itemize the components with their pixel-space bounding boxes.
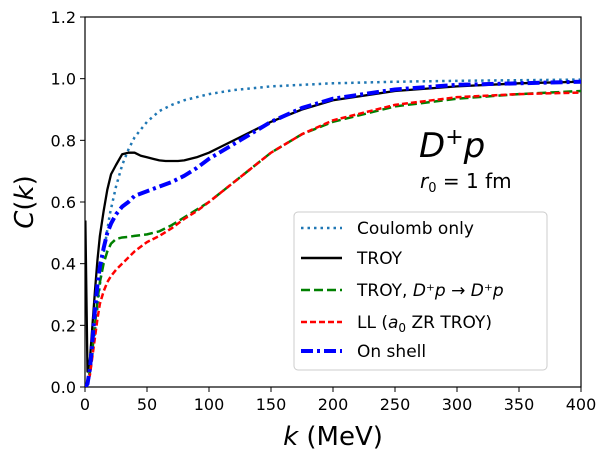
series-line-on-shell	[85, 79, 581, 387]
legend-label-troy-dp: TROY, D⁺p → D⁺p	[356, 281, 504, 301]
series-layer	[85, 78, 581, 387]
y-tick-label: 0.6	[51, 193, 76, 212]
x-axis: 0 50 100 150 200 250 300 350 400	[80, 387, 596, 414]
x-tick-label: 150	[256, 395, 287, 414]
legend-label-onshell: On shell	[357, 342, 426, 362]
x-tick-label: 50	[137, 395, 157, 414]
series-line-troy	[85, 80, 581, 373]
x-tick-label: 250	[380, 395, 411, 414]
legend-label-coulomb: Coulomb only	[357, 219, 474, 239]
legend-box	[293, 211, 548, 371]
y-tick-label: 0.2	[51, 316, 76, 335]
legend-label-ll: LL (a0 ZR TROY)	[357, 313, 492, 335]
series-line-ll-a0-zr-troy	[85, 91, 581, 387]
legend-label-troy: TROY	[356, 249, 403, 269]
x-axis-label-var: k	[283, 422, 299, 452]
y-tick-label: 0.0	[51, 378, 76, 397]
legend: Coulomb only TROY TROY, D⁺p → D⁺p LL (a0…	[293, 211, 548, 371]
annotation-title: D+p	[419, 125, 485, 166]
y-axis-label: C(k)	[10, 175, 40, 229]
x-tick-label: 100	[194, 395, 225, 414]
x-axis-label-unit: (MeV)	[298, 422, 383, 452]
annotation-radius: r0 = 1 fm	[420, 169, 512, 196]
y-tick-label: 0.8	[51, 131, 76, 150]
x-tick-label: 300	[442, 395, 473, 414]
x-tick-label: 0	[80, 395, 90, 414]
y-tick-label: 0.4	[51, 255, 76, 274]
x-tick-label: 200	[318, 395, 349, 414]
x-tick-label: 350	[504, 395, 535, 414]
y-tick-label: 1.2	[51, 8, 76, 27]
y-axis: 0.0 0.2 0.4 0.6 0.8 1.0 1.2	[51, 8, 85, 397]
x-axis-label: k (MeV)	[283, 422, 383, 452]
y-tick-label: 1.0	[51, 70, 76, 89]
x-tick-label: 400	[566, 395, 597, 414]
